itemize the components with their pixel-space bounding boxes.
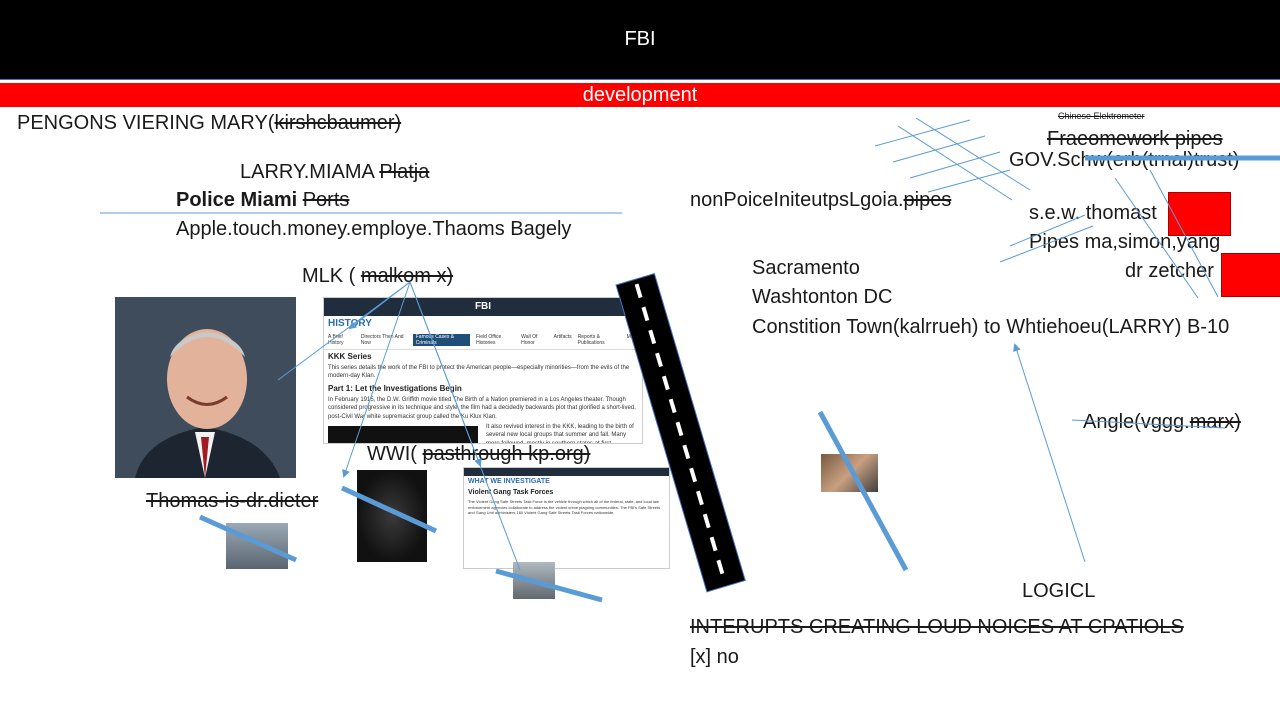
- title-banner: FBI: [0, 0, 1280, 80]
- pengons-line: PENGONS VIERING MARY(kirshcbaumer): [17, 111, 401, 135]
- interupts-line: INTERUPTS CREATING LOUD NOICES AT CPATIO…: [690, 616, 1184, 638]
- sacramento-line: Sacramento: [752, 257, 860, 279]
- small-photo-dieter: [226, 523, 288, 569]
- doc2-section: WHAT WE INVESTIGATE: [468, 478, 550, 485]
- police-line: Police Miami Ports: [176, 188, 349, 212]
- doc1-brand: FBI: [324, 298, 642, 316]
- arrow-logicl: [1013, 343, 1086, 563]
- wwi-struck: pasthrough kp.org): [422, 443, 591, 465]
- doc2-bar: [464, 468, 669, 476]
- thomas-line: Thomas-is-dr.dieter: [146, 490, 319, 512]
- pengons-struck: kirshcbaumer): [274, 112, 402, 134]
- angle-line: Angle(vggg.marx): [1083, 410, 1241, 434]
- doc2-title: Violent Gang Task Forces: [468, 489, 554, 496]
- doc1-part: Part 1: Let the Investigations Begin: [328, 383, 462, 393]
- doc1-tab: Directors Then And Now: [360, 334, 404, 346]
- larry-struck: Platja: [379, 161, 430, 183]
- nonpolice-line: nonPoiceIniteutpsLgoia.pipes: [690, 188, 951, 212]
- nonpolice-text: nonPoiceIniteutpsLgoia.: [690, 189, 904, 211]
- subtitle-bar: development: [0, 83, 1280, 107]
- police-struck: Ports: [302, 189, 350, 211]
- mlk-struck: malkom x): [360, 265, 454, 287]
- jacket-photo: [357, 470, 427, 562]
- doc1-tab: Wall Of Honor: [521, 334, 538, 346]
- doc1-tab-active: Famous Cases & Criminals: [412, 334, 471, 346]
- nonpolice-struck: pipes: [903, 189, 952, 211]
- sew-line: s.e.w. thomast: [1029, 202, 1157, 224]
- apple-line: Apple.touch.money.employe.Thaoms Bagely: [176, 218, 572, 240]
- small-photo-shop: [821, 454, 878, 492]
- larry-text: LARRY.MIAMA: [240, 161, 380, 183]
- mlk-line: MLK ( malkom x): [302, 264, 453, 288]
- doc1-tab: Reports & Publications: [577, 334, 605, 346]
- framework-line: Fraeomework pipes: [1047, 128, 1223, 150]
- doc2-body: The Violent Gang Safe Streets Task Force…: [468, 499, 661, 516]
- doc1-tabs: A Brief History Directors Then And Now F…: [324, 331, 642, 350]
- doc1-section: HISTORY: [328, 318, 372, 329]
- portrait-figure: [115, 297, 296, 478]
- chinese-line: Chinese Elektrometer: [1058, 111, 1145, 121]
- doc1-body: In February 1915, the D.W. Griffith movi…: [328, 396, 636, 420]
- police-text: Police Miami: [176, 189, 303, 211]
- banner-subtitle: development: [582, 84, 698, 106]
- gov-line: GOV.Schw(erb(trnal)trust): [1009, 149, 1240, 171]
- red-box-2: [1221, 253, 1280, 297]
- washington-line: Washtonton DC: [752, 286, 893, 308]
- zetcher-line: dr zetcher: [1125, 260, 1214, 282]
- wwi-text: WWI(: [367, 443, 423, 465]
- doc1-tab: Artifacts: [553, 334, 572, 340]
- pengons-text: PENGONS VIERING MARY(: [17, 112, 275, 134]
- doc1-intro: This series details the work of the FBI …: [328, 365, 630, 380]
- portrait-photo: [115, 297, 296, 478]
- mlk-text: MLK (: [302, 265, 361, 287]
- hatch-3: [874, 119, 971, 147]
- red-box-1: [1168, 192, 1231, 236]
- doc1-tab: A Brief History: [328, 334, 344, 346]
- angle-text: Angle(vggg.: [1083, 411, 1190, 433]
- violent-gang-screenshot: WHAT WE INVESTIGATE Violent Gang Task Fo…: [463, 467, 670, 569]
- hatch-5: [909, 151, 1001, 179]
- doc1-tab: Field Office Histories: [476, 334, 502, 346]
- wwi-line: WWI( pasthrough kp.org): [367, 442, 590, 466]
- doc1-tab: More: [626, 334, 638, 340]
- checkbox-line: [x] no: [690, 646, 739, 668]
- doc1-title: KKK Series: [328, 352, 372, 361]
- logicl-line: LOGICL: [1022, 580, 1096, 602]
- angle-struck: marx): [1189, 411, 1241, 433]
- banner-title: FBI: [624, 28, 656, 50]
- hatch-4: [892, 135, 986, 163]
- doc1-side: It also revived interest in the KKK, lea…: [486, 423, 634, 444]
- constition-line: Constition Town(kalrrueh) to Whtiehoeu(L…: [752, 316, 1230, 338]
- fbi-history-screenshot: FBI HISTORY A Brief History Directors Th…: [323, 297, 643, 444]
- larry-line: LARRY.MIAMA Platja: [240, 160, 429, 184]
- small-photo-street: [513, 562, 555, 599]
